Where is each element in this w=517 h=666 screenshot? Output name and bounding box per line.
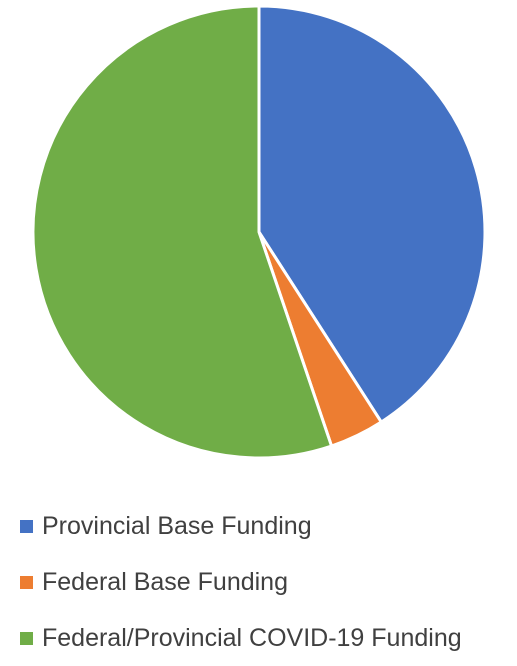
legend-item-covid-19-funding: Federal/Provincial COVID-19 Funding <box>20 610 515 666</box>
legend-swatch-covid-19-funding <box>20 631 33 645</box>
legend-item-provincial-base-funding: Provincial Base Funding <box>20 498 515 554</box>
legend-swatch-provincial-base-funding <box>20 519 33 533</box>
legend-label-federal-base-funding: Federal Base Funding <box>42 567 288 596</box>
chart-legend: Provincial Base Funding Federal Base Fun… <box>20 498 515 666</box>
legend-swatch-federal-base-funding <box>20 575 33 589</box>
legend-item-federal-base-funding: Federal Base Funding <box>20 554 515 610</box>
legend-label-covid-19-funding: Federal/Provincial COVID-19 Funding <box>42 623 462 652</box>
pie-slice-covid-19-funding <box>31 4 334 460</box>
legend-label-provincial-base-funding: Provincial Base Funding <box>42 511 312 540</box>
pie-chart <box>31 4 487 460</box>
